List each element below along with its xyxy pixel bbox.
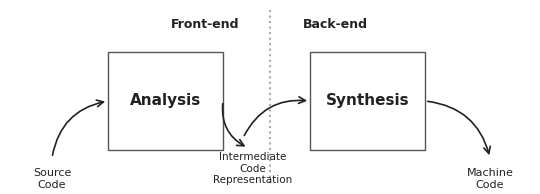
Text: Synthesis: Synthesis: [326, 94, 409, 108]
Bar: [310, 52, 425, 150]
Text: Machine
Code: Machine Code: [467, 168, 514, 190]
Text: Front-end: Front-end: [171, 18, 239, 31]
Text: Intermediate
Code
Representation: Intermediate Code Representation: [213, 152, 293, 185]
Text: Source
Code: Source Code: [33, 168, 71, 190]
Text: Analysis: Analysis: [130, 94, 201, 108]
Bar: [108, 52, 223, 150]
Text: Back-end: Back-end: [302, 18, 368, 31]
